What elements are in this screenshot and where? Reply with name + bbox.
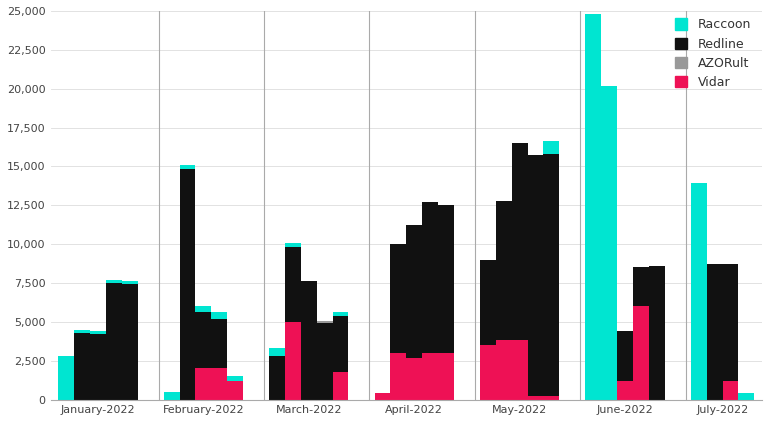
- Bar: [75, 330, 90, 333]
- Bar: [375, 393, 391, 400]
- Bar: [106, 283, 122, 400]
- Bar: [738, 393, 754, 400]
- Bar: [544, 141, 559, 154]
- Bar: [691, 184, 707, 400]
- Bar: [90, 334, 106, 400]
- Bar: [285, 247, 301, 322]
- Bar: [285, 243, 301, 247]
- Bar: [406, 225, 422, 357]
- Bar: [164, 392, 180, 400]
- Bar: [707, 264, 723, 400]
- Bar: [285, 322, 301, 400]
- Bar: [195, 368, 211, 400]
- Bar: [332, 371, 348, 400]
- Bar: [391, 244, 406, 353]
- Bar: [122, 281, 138, 284]
- Bar: [180, 170, 195, 400]
- Bar: [58, 356, 75, 400]
- Bar: [301, 281, 317, 400]
- Bar: [122, 284, 138, 400]
- Bar: [617, 381, 633, 400]
- Bar: [317, 323, 332, 400]
- Bar: [496, 341, 511, 400]
- Bar: [438, 205, 454, 353]
- Bar: [211, 312, 227, 319]
- Bar: [723, 381, 738, 400]
- Bar: [422, 353, 438, 400]
- Bar: [617, 331, 633, 381]
- Bar: [269, 348, 285, 356]
- Bar: [496, 200, 511, 341]
- Bar: [195, 312, 211, 368]
- Legend: Raccoon, Redline, AZORult, Vidar: Raccoon, Redline, AZORult, Vidar: [670, 14, 756, 94]
- Bar: [438, 353, 454, 400]
- Bar: [332, 316, 348, 371]
- Bar: [195, 306, 211, 312]
- Bar: [528, 396, 544, 400]
- Bar: [601, 86, 617, 400]
- Bar: [227, 376, 243, 381]
- Bar: [317, 321, 332, 323]
- Bar: [332, 312, 348, 316]
- Bar: [585, 14, 601, 400]
- Bar: [106, 280, 122, 283]
- Bar: [633, 268, 649, 306]
- Bar: [422, 202, 438, 353]
- Bar: [180, 165, 195, 170]
- Bar: [211, 368, 227, 400]
- Bar: [511, 143, 528, 341]
- Bar: [544, 396, 559, 400]
- Bar: [391, 353, 406, 400]
- Bar: [406, 357, 422, 400]
- Bar: [269, 356, 285, 400]
- Bar: [649, 266, 664, 400]
- Bar: [75, 333, 90, 400]
- Bar: [511, 341, 528, 400]
- Bar: [723, 264, 738, 381]
- Bar: [633, 306, 649, 400]
- Bar: [90, 331, 106, 334]
- Bar: [227, 381, 243, 400]
- Bar: [544, 154, 559, 396]
- Bar: [480, 260, 496, 345]
- Bar: [480, 345, 496, 400]
- Bar: [528, 155, 544, 396]
- Bar: [211, 319, 227, 368]
